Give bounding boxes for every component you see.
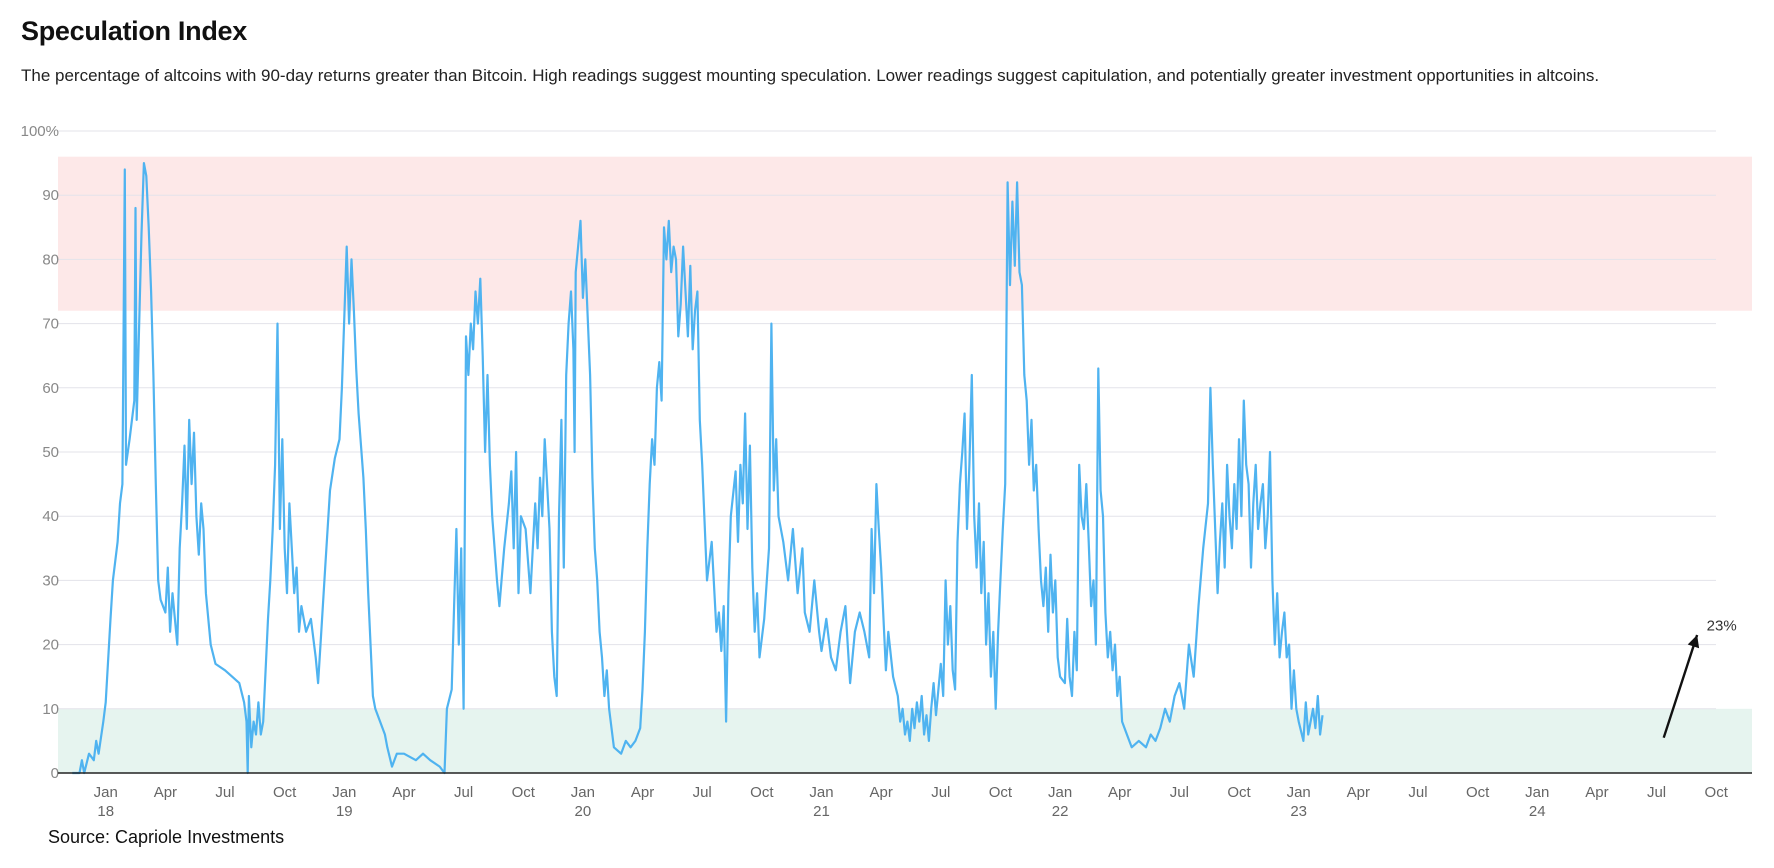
x-tick-year: 21 xyxy=(813,803,830,820)
x-tick-month: Jul xyxy=(693,784,712,801)
x-tick-month: Jan xyxy=(1287,784,1311,801)
y-tick-label: 20 xyxy=(42,637,59,654)
chart-subtitle: The percentage of altcoins with 90-day r… xyxy=(21,66,1600,85)
annotation-label: 23% xyxy=(1707,617,1737,634)
x-tick-month: Oct xyxy=(512,784,536,801)
low-capitulation-zone xyxy=(58,708,1752,773)
x-tick-month: Jul xyxy=(1408,784,1427,801)
x-tick-year: 18 xyxy=(97,803,114,820)
y-tick-label: 80 xyxy=(42,251,59,268)
source-note: Source: Capriole Investments xyxy=(48,827,285,847)
x-tick-month: Jul xyxy=(454,784,473,801)
x-tick-year: 22 xyxy=(1052,803,1069,820)
y-tick-label: 0 xyxy=(51,765,59,782)
x-tick-month: Oct xyxy=(989,784,1013,801)
y-tick-label: 50 xyxy=(42,444,59,461)
x-tick-month: Jul xyxy=(1170,784,1189,801)
x-tick-month: Oct xyxy=(1227,784,1251,801)
chart-title: Speculation Index xyxy=(21,16,247,46)
x-tick-month: Apr xyxy=(1347,784,1370,801)
x-tick-year: 19 xyxy=(336,803,353,820)
x-tick-labels: Jan 18 Apr Jul Oct Jan 19 Apr Jul Oct Jan 20 Apr Jul O… xyxy=(94,784,1729,820)
annotation-arrow-head xyxy=(1687,634,1700,649)
annotation-arrow-shaft xyxy=(1662,634,1699,739)
x-tick-month: Jul xyxy=(1647,784,1666,801)
y-tick-label: 30 xyxy=(42,572,59,589)
x-tick-month: Jul xyxy=(931,784,950,801)
x-tick-month: Apr xyxy=(154,784,177,801)
high-speculation-zone xyxy=(58,156,1752,311)
x-tick-month: Apr xyxy=(392,784,415,801)
x-tick-month: Jan xyxy=(1525,784,1549,801)
y-tick-labels: 0 10 20 30 40 50 60 70 80 90 100% xyxy=(21,123,59,782)
x-tick-month: Jan xyxy=(94,784,118,801)
x-tick-year: 24 xyxy=(1529,803,1546,820)
x-tick-month: Apr xyxy=(1585,784,1608,801)
x-tick-month: Jul xyxy=(215,784,234,801)
x-tick-month: Apr xyxy=(631,784,654,801)
y-gridlines xyxy=(58,130,1716,710)
zone-bands xyxy=(58,156,1752,773)
x-tick-month: Jan xyxy=(809,784,833,801)
x-tick-month: Jan xyxy=(1048,784,1072,801)
x-tick-month: Apr xyxy=(1108,784,1131,801)
y-tick-label: 40 xyxy=(42,508,59,525)
x-tick-month: Jan xyxy=(571,784,595,801)
x-tick-year: 23 xyxy=(1290,803,1307,820)
y-tick-label: 60 xyxy=(42,380,59,397)
x-tick-month: Apr xyxy=(869,784,892,801)
series-line xyxy=(72,162,1324,775)
annotation: 23% xyxy=(1662,617,1737,739)
x-tick-year: 20 xyxy=(575,803,592,820)
x-tick-month: Oct xyxy=(750,784,774,801)
y-tick-label: 10 xyxy=(42,701,59,718)
x-tick-month: Oct xyxy=(1466,784,1490,801)
x-tick-month: Oct xyxy=(1705,784,1729,801)
y-tick-label: 100% xyxy=(21,123,59,140)
y-tick-label: 90 xyxy=(42,187,59,204)
y-tick-label: 70 xyxy=(42,316,59,333)
x-tick-month: Oct xyxy=(273,784,297,801)
x-tick-month: Jan xyxy=(332,784,356,801)
